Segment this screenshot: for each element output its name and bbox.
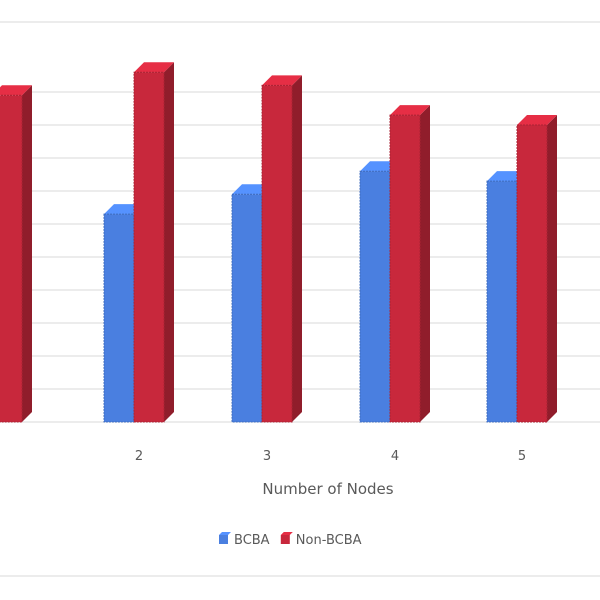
bar-front: [0, 94, 23, 423]
bar-non-bcba-5: [516, 115, 557, 423]
x-tick-label: 3: [263, 449, 271, 464]
bar-front: [103, 213, 135, 423]
bar-non-bcba-4: [389, 105, 430, 423]
legend-swatch: [280, 535, 290, 544]
bar-non-bcba-2: [133, 62, 174, 423]
bar-front: [261, 84, 293, 423]
legend-item-bcba: BCBA: [219, 532, 270, 548]
x-tick-label: 5: [518, 449, 526, 464]
bar-front: [359, 170, 391, 423]
bar-front: [231, 193, 263, 423]
x-axis-title: Number of Nodes: [262, 480, 393, 498]
bar-side: [22, 85, 32, 423]
bar-side: [420, 105, 430, 422]
bar-top: [262, 75, 302, 86]
bar-top: [390, 105, 430, 116]
x-tick-label: 1: [0, 449, 1, 464]
bar-non-bcba-3: [261, 75, 302, 423]
bar-front: [389, 114, 421, 423]
legend-swatch-top: [280, 532, 293, 535]
legend: BCBA Non-BCBA: [219, 532, 362, 548]
bar-side: [164, 62, 174, 422]
legend-label: Non-BCBA: [296, 533, 362, 548]
bar-side: [547, 115, 557, 422]
legend-label: BCBA: [234, 533, 270, 548]
bar-top: [0, 85, 32, 96]
x-tick-label: 2: [135, 449, 143, 464]
legend-swatch-top: [219, 532, 231, 535]
bar-top: [134, 62, 174, 73]
bar-front: [486, 180, 518, 423]
bar-front: [133, 71, 165, 423]
bar-side: [292, 75, 302, 423]
bar-non-bcba-1: [0, 85, 32, 423]
bar-top: [517, 115, 557, 125]
legend-item-non-bcba: Non-BCBA: [280, 532, 362, 548]
legend-swatch: [219, 535, 228, 544]
x-tick-label: 4: [391, 449, 399, 464]
bar-front: [516, 124, 548, 423]
